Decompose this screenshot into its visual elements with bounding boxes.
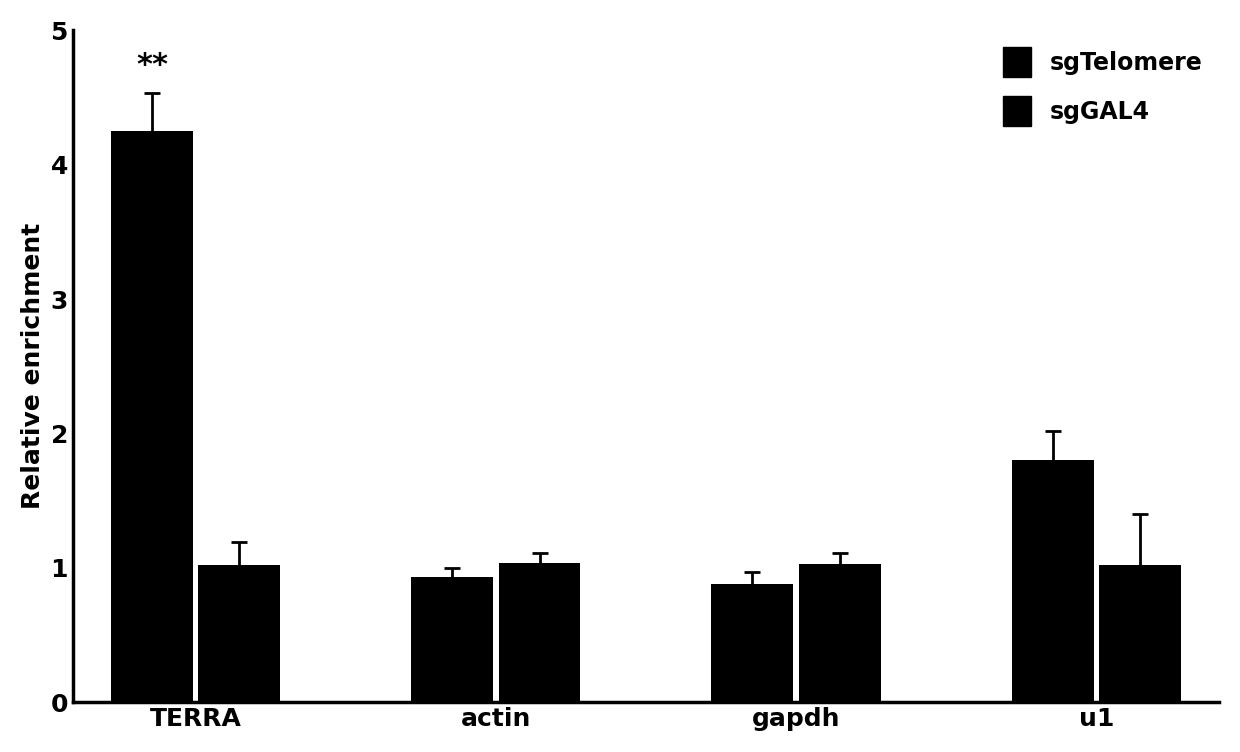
Bar — [198, 566, 280, 702]
Bar — [712, 584, 794, 702]
Bar — [498, 562, 580, 702]
Legend: sgTelomere, sgGAL4: sgTelomere, sgGAL4 — [993, 38, 1211, 136]
Bar — [412, 578, 494, 702]
Bar — [1012, 460, 1094, 702]
Y-axis label: Relative enrichment: Relative enrichment — [21, 223, 45, 509]
Bar — [1099, 566, 1180, 702]
Bar — [110, 131, 193, 702]
Bar — [799, 564, 880, 702]
Text: **: ** — [136, 51, 167, 80]
